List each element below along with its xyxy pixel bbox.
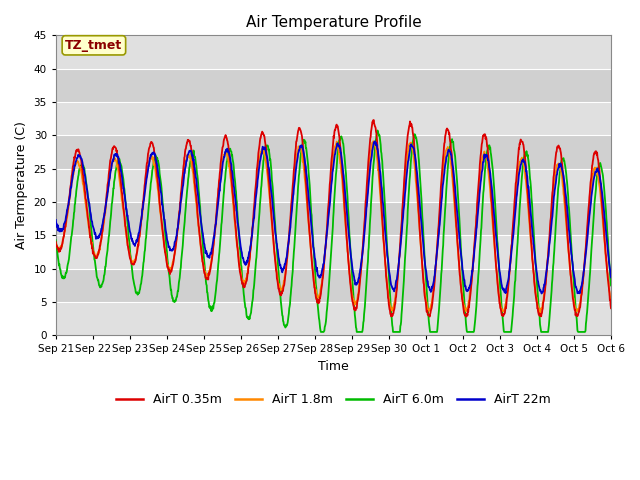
Bar xyxy=(56,302,611,335)
Text: TZ_tmet: TZ_tmet xyxy=(65,39,122,52)
Bar xyxy=(56,69,611,102)
Y-axis label: Air Termperature (C): Air Termperature (C) xyxy=(15,121,28,249)
Bar xyxy=(56,269,611,302)
Bar xyxy=(56,36,611,69)
Bar xyxy=(56,168,611,202)
Bar xyxy=(56,235,611,269)
Bar xyxy=(56,135,611,168)
Bar xyxy=(56,102,611,135)
Title: Air Temperature Profile: Air Temperature Profile xyxy=(246,15,421,30)
Legend: AirT 0.35m, AirT 1.8m, AirT 6.0m, AirT 22m: AirT 0.35m, AirT 1.8m, AirT 6.0m, AirT 2… xyxy=(111,388,556,411)
Bar xyxy=(56,202,611,235)
X-axis label: Time: Time xyxy=(318,360,349,373)
